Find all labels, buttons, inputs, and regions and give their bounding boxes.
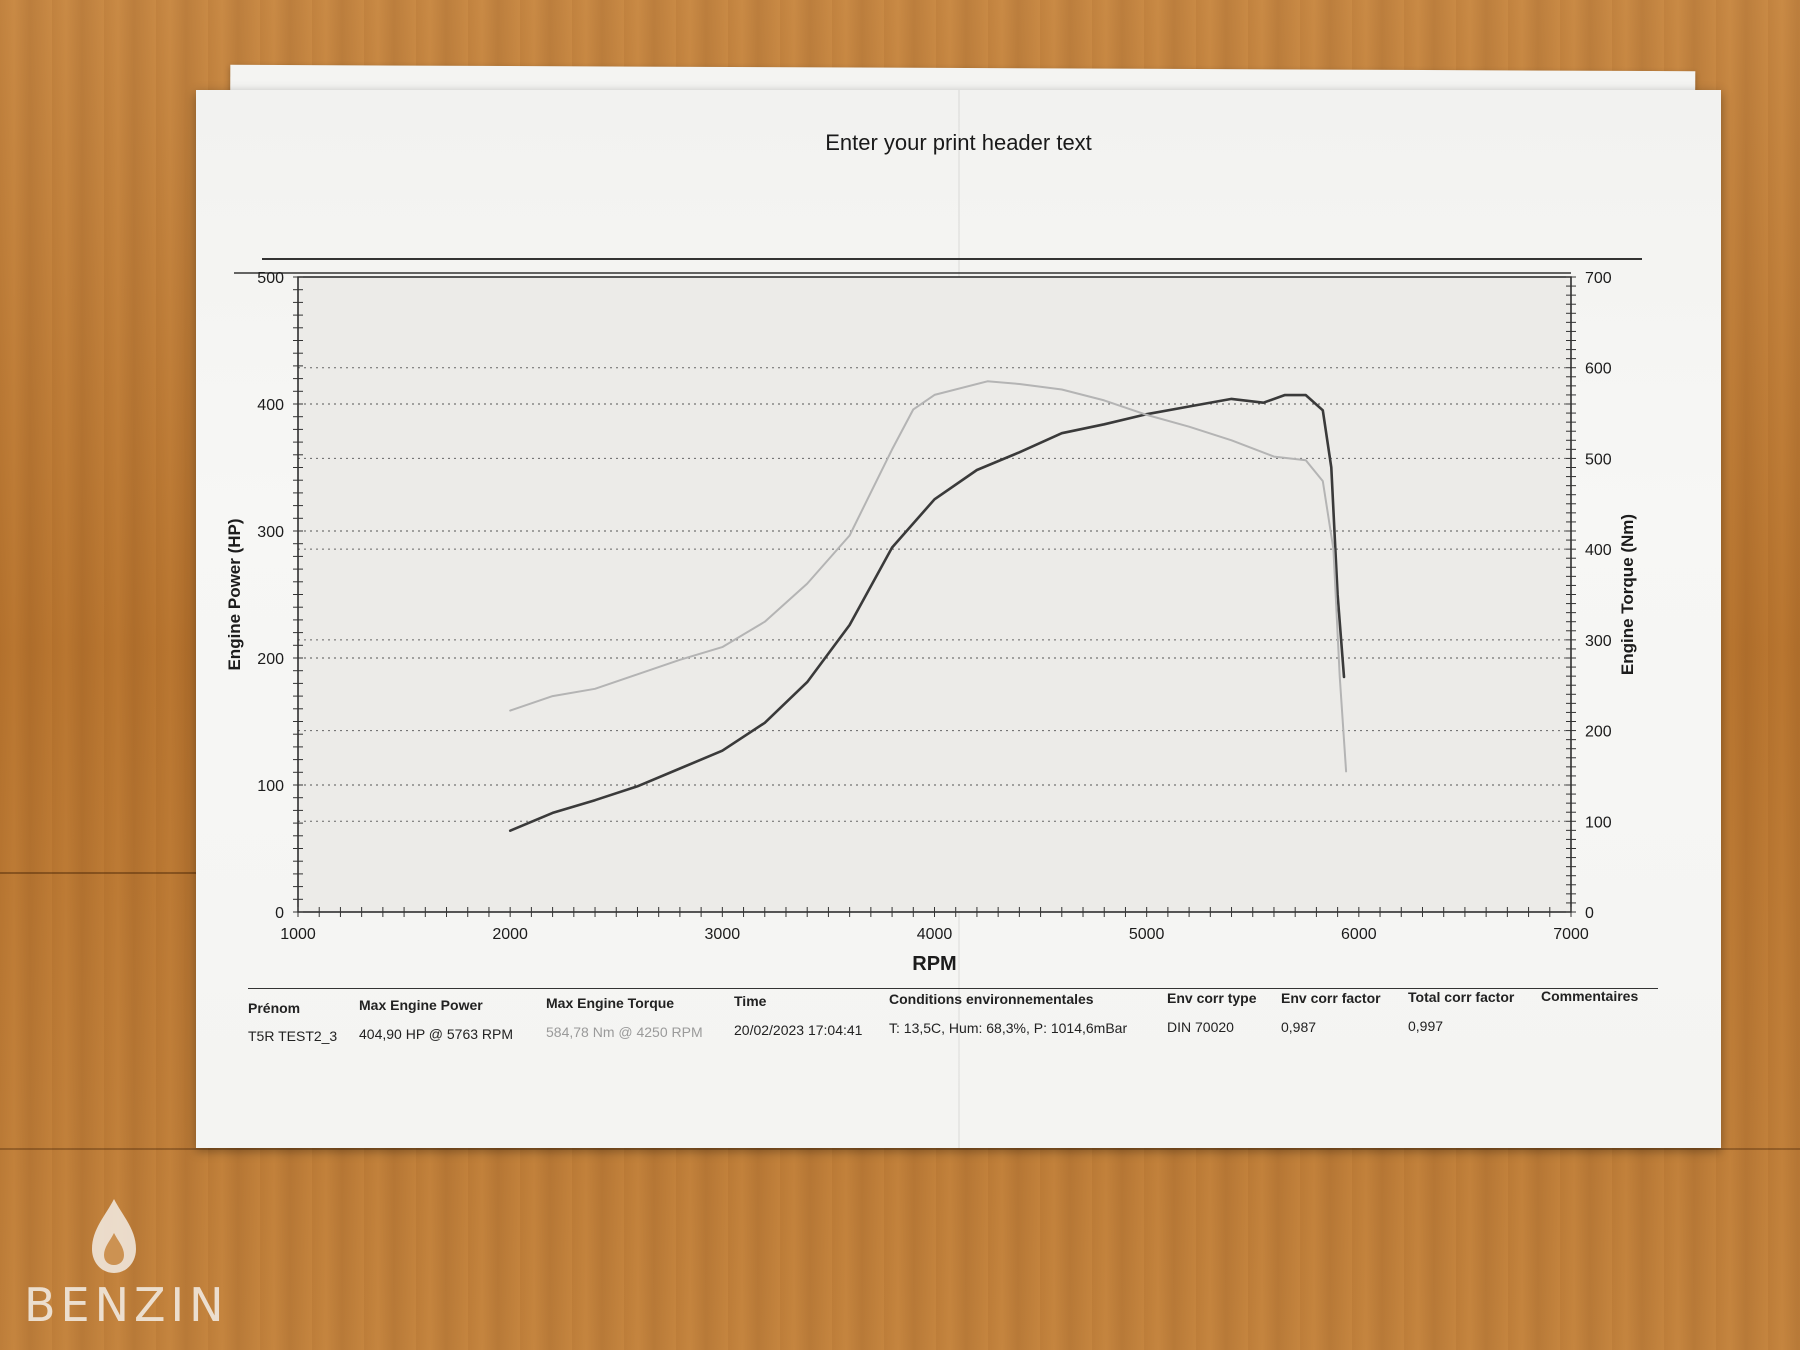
y-tick-label: 100 [257,778,284,795]
wood-seam [0,872,205,874]
y2-tick-label: 300 [1585,633,1612,650]
y2-tick-label: 0 [1585,905,1594,922]
cell-env-corr-factor: 0,987 [1281,1019,1317,1035]
y-tick-label: 400 [257,397,284,414]
cell-max-torque: 584,78 Nm @ 4250 RPM [546,1024,703,1040]
x-tick-label: 1000 [280,926,316,943]
x-tick-label: 2000 [492,926,528,943]
col-header-max-torque: Max Engine Torque [546,995,675,1011]
plot-area [298,277,1571,912]
logo-wordmark: BENZIN [24,1278,229,1332]
y-tick-label: 0 [275,905,284,922]
y-axis-title: Engine Power (HP) [225,518,244,670]
print-header: Enter your print header text [825,130,1092,155]
y-tick-label: 300 [257,524,284,541]
col-header-name: Prénom [248,1000,301,1016]
cell-time: 20/02/2023 17:04:41 [734,1022,863,1038]
x-tick-label: 3000 [705,926,741,943]
cell-env-corr-type: DIN 70020 [1167,1019,1234,1035]
y2-axis-title: Engine Torque (Nm) [1618,514,1637,675]
col-header-env-corr-factor: Env corr factor [1281,990,1381,1006]
y-tick-label: 500 [257,270,284,287]
table-rule [248,988,1658,989]
x-tick-label: 6000 [1341,926,1377,943]
y2-tick-label: 200 [1585,724,1612,741]
cell-conditions: T: 13,5C, Hum: 68,3%, P: 1014,6mBar [889,1020,1128,1036]
y2-tick-label: 600 [1585,361,1612,378]
y2-tick-label: 100 [1585,814,1612,831]
wood-seam [0,1148,1800,1150]
dyno-printout: Enter your print header text 1000 2000 300… [196,90,1721,1148]
col-header-total-corr-factor: Total corr factor [1408,989,1515,1005]
fuel-drop-icon [92,1199,136,1273]
cell-name: T5R TEST2_3 [248,1028,338,1044]
power-curve [508,393,1346,833]
cell-max-power: 404,90 HP @ 5763 RPM [359,1026,514,1042]
x-tick-label: 7000 [1553,926,1589,943]
col-header-comments: Commentaires [1541,988,1639,1004]
torque-curve [509,380,1348,773]
y-tick-label: 200 [257,651,284,668]
col-header-env-corr-type: Env corr type [1167,990,1257,1006]
cell-total-corr-factor: 0,997 [1408,1018,1444,1034]
col-header-conditions: Conditions environnementales [889,991,1094,1007]
dyno-chart: 1000 2000 3000 4000 5000 6000 7000010020030040… [225,270,1637,975]
y2-tick-label: 400 [1585,542,1612,559]
x-axis-title: RPM [912,953,956,975]
y2-tick-label: 700 [1585,270,1612,287]
x-tick-label: 4000 [917,926,953,943]
y2-tick-label: 500 [1585,451,1612,468]
col-header-time: Time [734,993,767,1009]
col-header-max-power: Max Engine Power [359,997,483,1013]
header-rule [262,258,1642,260]
x-tick-label: 5000 [1129,926,1165,943]
